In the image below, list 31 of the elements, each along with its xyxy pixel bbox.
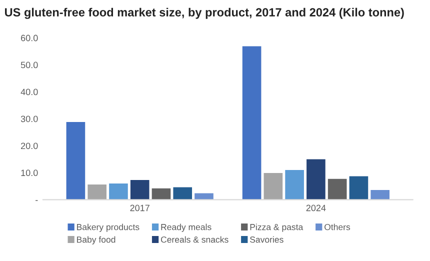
legend-label: Cereals & snacks [160,236,228,243]
y-tick-label: 10.0 [21,170,38,176]
y-tick-label: 40.0 [20,88,38,96]
legend-label: Baby food [77,236,116,244]
y-tick-label: 20.0 [21,142,38,150]
y-tick-label: 50.0 [20,62,38,68]
y-tick-label: 30.0 [20,116,38,122]
legend-label: Savories [250,236,284,243]
bar [66,122,86,200]
legend-label: Pizza & pasta [250,224,304,232]
bar [173,187,192,200]
bar [370,190,390,200]
legend-label: Ready meals [161,224,212,232]
chart-title: US gluten-free food market size, by product, 2017 and 2024 (Kilo tonne) [5,8,404,19]
bar [152,188,171,200]
bar [328,178,347,200]
bar [242,46,262,200]
bar [194,193,214,200]
bar [349,176,368,200]
bar [264,172,283,200]
x-tick-label: 2017 [130,204,150,212]
y-tick-label: - [36,200,38,201]
bar [306,159,326,200]
bar [88,184,106,200]
bar [285,170,304,200]
bar [109,183,128,200]
y-tick-label: 60.0 [21,34,38,42]
bar [130,180,150,200]
legend-label: Bakery products [77,224,140,232]
x-tick-label: 2024 [306,204,326,212]
legend-label: Others [324,224,350,230]
